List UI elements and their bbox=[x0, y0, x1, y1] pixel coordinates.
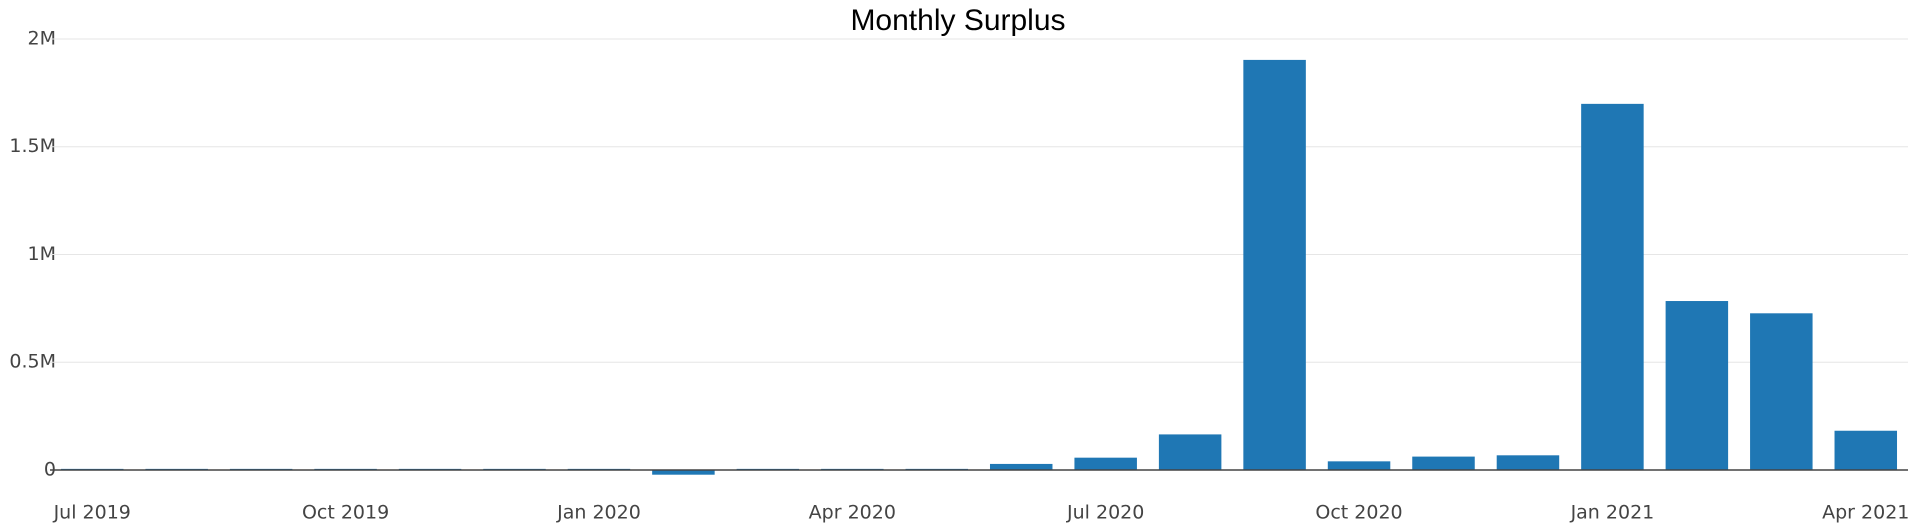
bar bbox=[1158, 434, 1222, 470]
bar bbox=[1327, 461, 1391, 470]
y-tick-label: 0.5M bbox=[9, 351, 56, 373]
bar bbox=[1496, 455, 1560, 470]
x-tick-label: Jan 2021 bbox=[1570, 502, 1655, 524]
bar bbox=[652, 469, 715, 475]
x-tick-label: Jan 2020 bbox=[556, 502, 641, 524]
y-tick-label: 1.5M bbox=[9, 135, 56, 157]
y-tick-label: 0 bbox=[44, 458, 56, 480]
bar bbox=[1581, 103, 1644, 470]
bar bbox=[1750, 313, 1813, 470]
x-tick-label: Jul 2020 bbox=[1066, 502, 1144, 524]
x-tick-label: Oct 2019 bbox=[302, 502, 389, 524]
bar bbox=[1665, 301, 1729, 470]
bar bbox=[1412, 456, 1475, 470]
bar bbox=[989, 463, 1053, 470]
bar bbox=[1243, 59, 1306, 470]
x-tick-label: Jul 2019 bbox=[53, 502, 131, 524]
chart-title: Monthly Surplus bbox=[850, 4, 1065, 37]
x-tick-label: Apr 2020 bbox=[809, 502, 896, 524]
x-tick-label: Apr 2021 bbox=[1822, 502, 1909, 524]
bar bbox=[1074, 457, 1137, 470]
bar bbox=[1834, 430, 1898, 470]
x-tick-label: Oct 2020 bbox=[1315, 502, 1402, 524]
y-tick-label: 2M bbox=[28, 28, 56, 50]
y-tick-label: 1M bbox=[28, 243, 56, 265]
